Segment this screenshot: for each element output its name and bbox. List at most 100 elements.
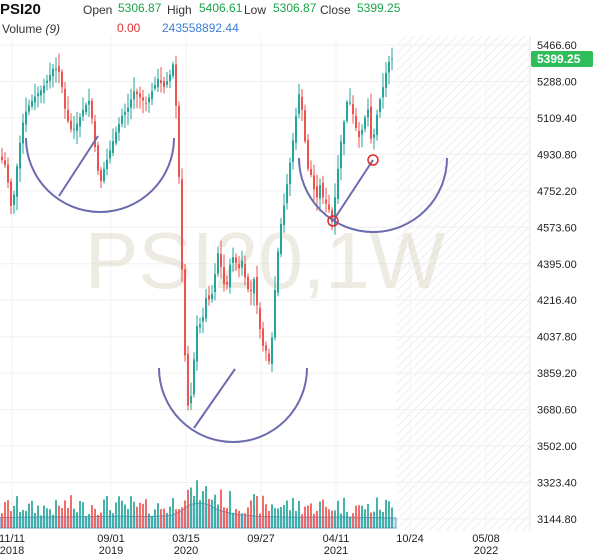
volume-bar [58, 505, 60, 528]
volume-bar [199, 500, 201, 528]
volume-bar [79, 501, 81, 528]
candle-body [25, 111, 27, 125]
volume-bar [214, 494, 216, 528]
candle-body [178, 106, 180, 178]
candle-body [115, 132, 117, 144]
candle-body [217, 253, 219, 274]
volume-bar [181, 507, 183, 528]
volume-bar [298, 500, 300, 528]
volume-bar [379, 509, 381, 528]
close-value: 5399.25 [357, 1, 401, 15]
candle-body [226, 281, 228, 285]
volume-bar [277, 508, 279, 528]
x-tick-year: 2019 [99, 545, 123, 557]
volume-bar [70, 495, 72, 528]
candle-body [265, 345, 267, 351]
high-label: High [167, 3, 192, 17]
candle-body [85, 104, 87, 113]
candle-body [103, 168, 105, 182]
high-value: 5406.61 [199, 1, 243, 15]
candle-body [109, 150, 111, 159]
volume-bar [52, 514, 54, 528]
candle-body [67, 110, 69, 122]
candle-body [328, 204, 330, 210]
volume-bar [217, 504, 219, 528]
candle-body [19, 142, 21, 169]
price-axis[interactable]: 5466.60 5288.00 5109.40 4930.80 4752.20 4573.… [537, 40, 577, 526]
y-tick-label: 4930.80 [537, 149, 577, 161]
candle-body [334, 197, 336, 225]
volume-bar [4, 502, 6, 528]
candle-body [16, 166, 18, 197]
candle-body [238, 264, 240, 269]
volume-bar [355, 505, 357, 528]
volume-bar [202, 491, 204, 528]
volume-bar [145, 499, 147, 528]
candle-body [1, 156, 3, 160]
candle-body [136, 91, 138, 95]
candle-body [337, 168, 339, 200]
pattern-annotations [25, 135, 448, 443]
volume-bar [61, 507, 63, 528]
candle-body [256, 276, 258, 306]
volume-bar [115, 502, 117, 528]
candle-body [181, 179, 183, 270]
candle-body [166, 81, 168, 85]
volume-bar [268, 510, 270, 528]
volume-bar [313, 513, 315, 528]
candles [1, 47, 393, 411]
volume-bar [124, 504, 126, 528]
volume-bar [361, 505, 363, 528]
y-tick-label: 3323.40 [537, 478, 577, 490]
open-label: Open [83, 3, 113, 17]
volume-bar [190, 487, 192, 528]
volume-bar [7, 500, 9, 528]
volume-bar [157, 503, 159, 528]
volume-bar [112, 513, 114, 528]
candle-body [262, 328, 264, 346]
candle-body [208, 295, 210, 300]
candle-body [73, 128, 75, 130]
x-tick-label: 03/15 [172, 533, 200, 545]
volume-pane [0, 480, 397, 529]
volume-bar [274, 508, 276, 528]
candle-body [379, 99, 381, 112]
volume-bar [253, 494, 255, 528]
x-tick-label: 10/24 [396, 533, 424, 545]
candle-body [112, 141, 114, 154]
candle-body [319, 185, 321, 199]
volume-bar [289, 510, 291, 528]
volume-legend: Volume (9) [2, 22, 60, 36]
volume-bar [76, 512, 78, 528]
y-tick-label: 3144.80 [537, 514, 577, 526]
price-badge-text: 5399.25 [537, 52, 581, 66]
volume-bar [220, 489, 222, 528]
volume-bar [265, 504, 267, 528]
candle-body [388, 61, 390, 73]
volume-bar [232, 512, 234, 528]
volume-bar [82, 502, 84, 528]
volume-bar [67, 507, 69, 528]
candle-body [70, 120, 72, 130]
volume-bar [103, 499, 105, 528]
volume-bar [46, 508, 48, 528]
volume-bar [64, 500, 66, 528]
x-tick-label: 04/11 [323, 533, 350, 545]
close-label: Close [320, 3, 351, 17]
volume-bar [94, 508, 96, 528]
volume-bar [49, 509, 51, 528]
candle-body [172, 64, 174, 76]
candle-body [34, 96, 36, 103]
candle-body [154, 85, 156, 89]
volume-bar [73, 508, 75, 528]
candle-body [169, 74, 171, 82]
volume-bar [34, 512, 36, 528]
volume-bar [22, 509, 24, 528]
volume-bar [55, 499, 57, 528]
y-tick-label: 4037.80 [537, 332, 577, 344]
volume-bar [271, 504, 273, 528]
candle-body [163, 81, 165, 88]
volume-bar [97, 514, 99, 528]
